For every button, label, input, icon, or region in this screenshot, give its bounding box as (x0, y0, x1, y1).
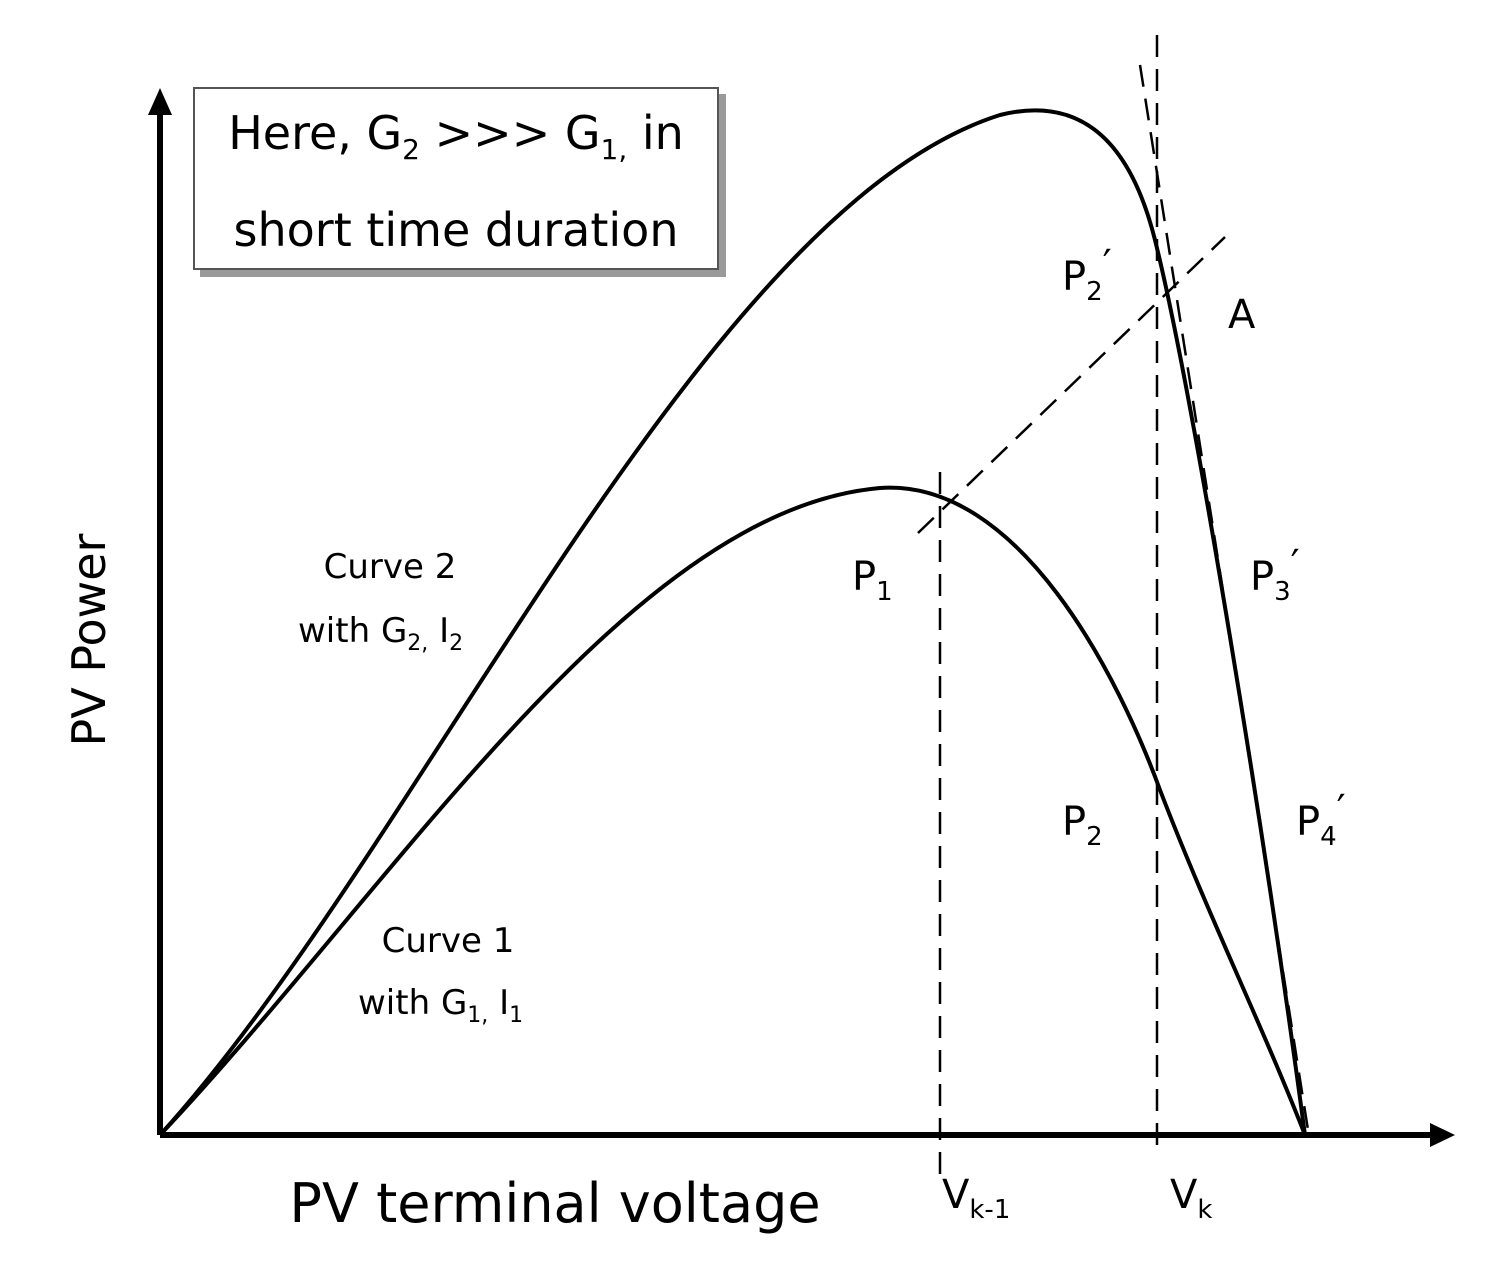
point-p4-prime-label: P4′ (1296, 787, 1346, 852)
curve-1-title: Curve 1 (382, 921, 515, 961)
note-line-2: short time duration (233, 203, 679, 258)
y-axis-arrow (148, 88, 172, 115)
x-axis-arrow (1430, 1123, 1455, 1147)
curve-1-line (158, 485, 1307, 1137)
note-box: Here, G2 >>> G1, in short time duration (193, 87, 719, 270)
vk-1-label: Vk-1 (942, 1172, 1010, 1225)
curve-2-params: with G2, I2 (298, 611, 463, 656)
point-p2-prime-label: P2′ (1062, 242, 1112, 307)
x-axis-label: PV terminal voltage (289, 1172, 820, 1235)
point-p2-label: P2 (1062, 799, 1103, 852)
curve-1-params: with G1, I1 (358, 983, 523, 1028)
note-line-1: Here, G2 >>> G1, in (228, 106, 684, 167)
curve-2-title: Curve 2 (324, 547, 457, 587)
vk-label: Vk (1170, 1172, 1212, 1225)
point-a-label: A (1228, 292, 1256, 338)
tangent-dashed-line (1138, 64, 1310, 1131)
point-p1-label: P1 (852, 554, 893, 607)
point-p3-prime-label: P3′ (1250, 542, 1300, 607)
y-axis-label: PV Power (62, 533, 116, 746)
